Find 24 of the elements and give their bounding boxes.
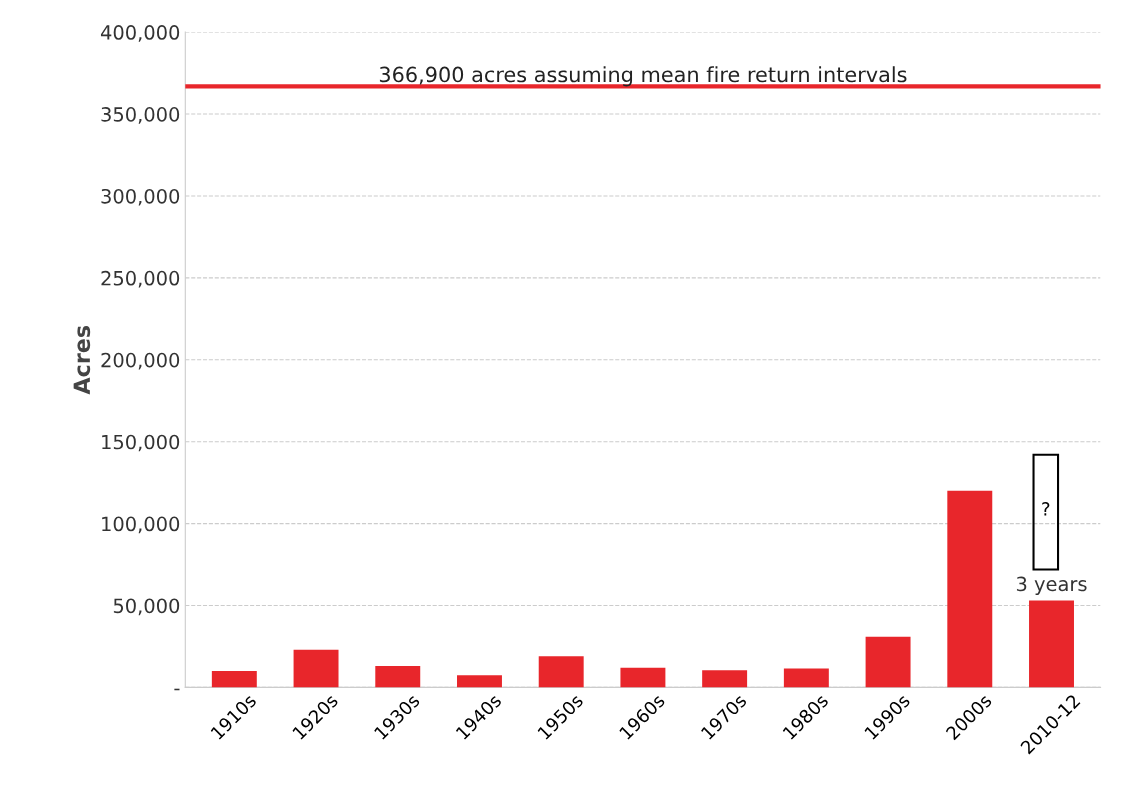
bar <box>538 656 584 688</box>
y-axis-title: Acres <box>73 326 91 395</box>
bar <box>457 675 502 688</box>
bar <box>375 666 421 688</box>
bar <box>211 671 257 688</box>
y-tick-label: 50,000 <box>113 598 180 616</box>
y-tick-label: 250,000 <box>101 270 180 288</box>
y-tick-label: - <box>174 688 180 691</box>
bar <box>865 636 911 688</box>
annotation: ? <box>1042 502 1050 516</box>
bar <box>702 670 748 688</box>
bar <box>783 668 829 688</box>
bar <box>947 490 993 688</box>
bar <box>1029 600 1074 688</box>
y-tick-label: 150,000 <box>102 434 180 452</box>
y-tick-label: 400,000 <box>100 25 180 42</box>
y-tick-label: 350,000 <box>101 107 180 124</box>
y-tick-label: 100,000 <box>102 516 180 534</box>
ref-line-label: 366,900 acres assuming mean fire return intervals <box>379 66 907 87</box>
bar <box>620 667 666 688</box>
y-tick-label: 200,000 <box>101 352 180 370</box>
y-tick-label: 300,000 <box>101 188 180 206</box>
annotation: 3 years <box>1016 576 1087 596</box>
bar <box>293 649 339 688</box>
